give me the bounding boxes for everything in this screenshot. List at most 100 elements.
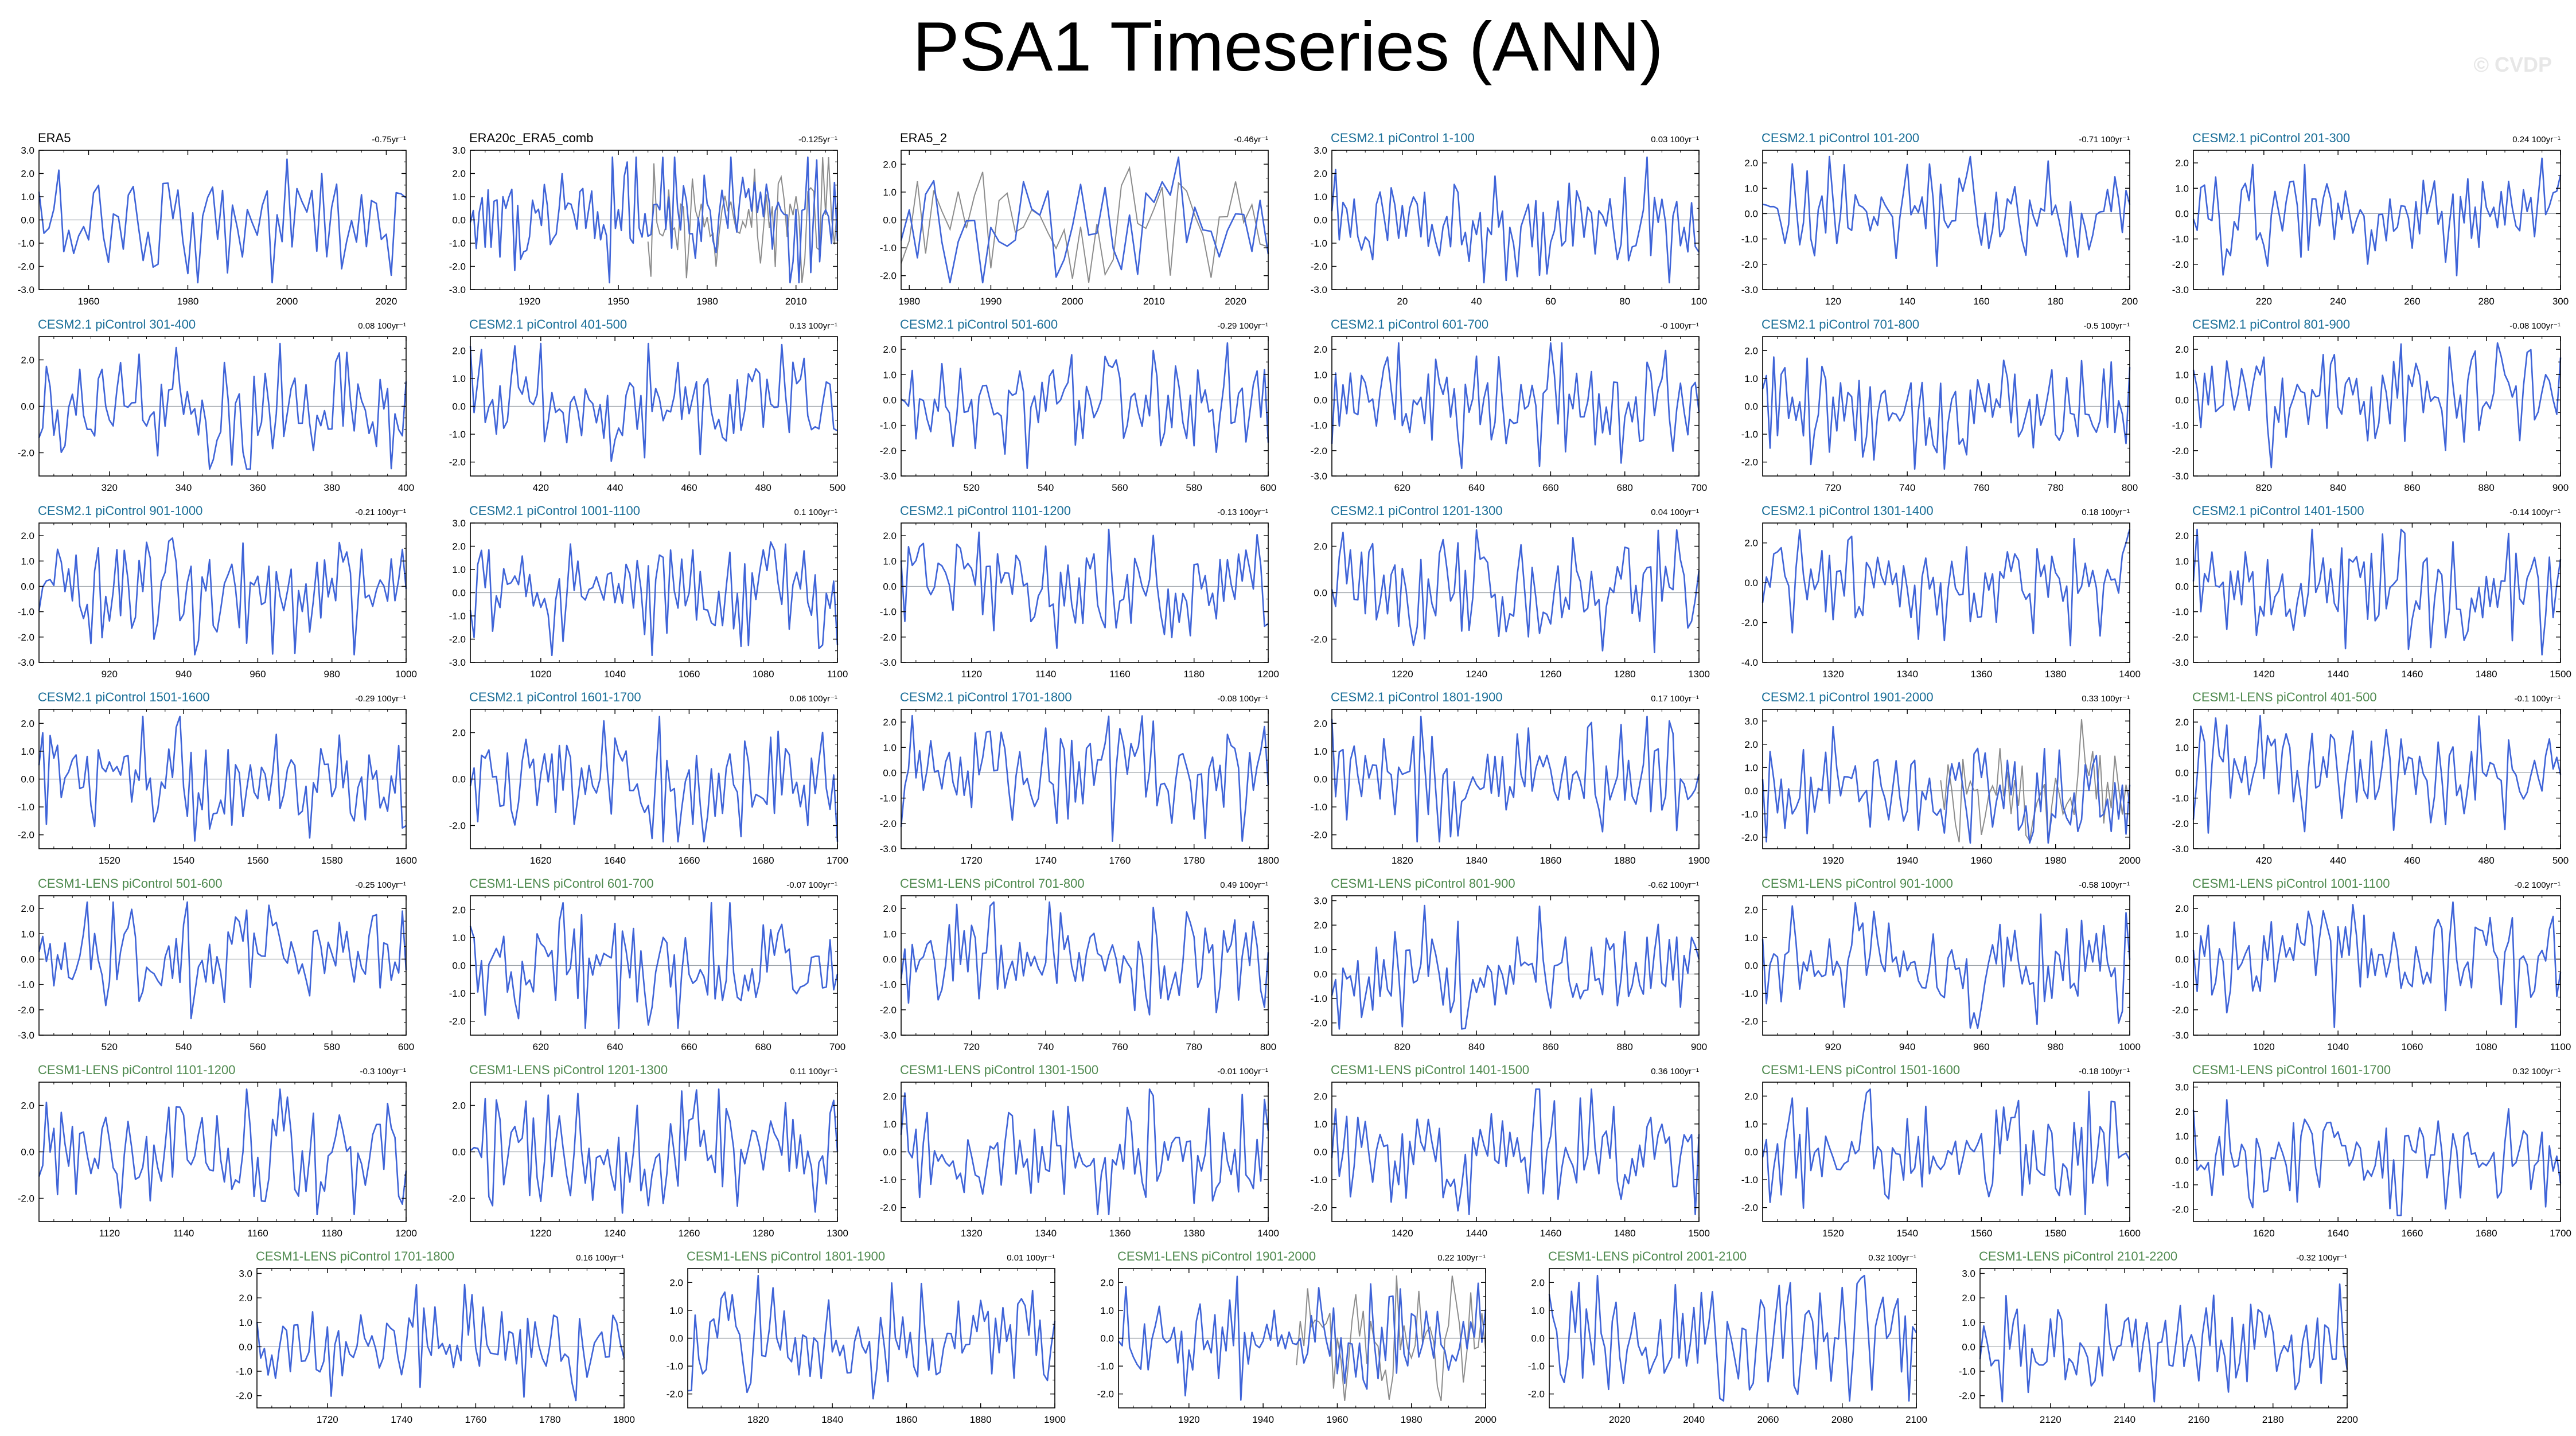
x-tick-label: 460: [681, 482, 697, 493]
y-tick-label: -1.0: [667, 1361, 683, 1372]
trend-label: 0.22 100yr⁻¹: [1437, 1253, 1486, 1263]
y-tick-label: 2.0: [21, 530, 34, 541]
y-tick-label: 2.0: [1744, 538, 1758, 549]
panel: CESM1-LENS piControl 601-700 -0.07 100yr⁻…: [449, 876, 845, 1052]
y-tick-label: 0.0: [1744, 786, 1758, 797]
y-tick-label: -2.0: [1311, 634, 1327, 645]
y-tick-label: 3.0: [1962, 1269, 1975, 1279]
panel-title: CESM2.1 piControl 901-1000: [38, 504, 202, 518]
x-tick-label: 2010: [785, 296, 807, 307]
y-tick-label: 1.0: [883, 556, 897, 567]
panel: CESM2.1 piControl 201-300 0.24 100yr⁻¹ 2.0…: [2172, 131, 2569, 307]
x-tick-label: 840: [1468, 1041, 1484, 1052]
panel-title: CESM2.1 piControl 1401-1500: [2192, 504, 2364, 518]
y-tick-label: -2.0: [2172, 1005, 2189, 1016]
x-tick-label: 1900: [1688, 855, 1710, 866]
series-line: [1979, 1283, 2348, 1403]
panel: CESM2.1 piControl 1601-1700 0.06 100yr⁻¹ 2…: [449, 690, 848, 866]
y-tick-label: 1.0: [2175, 556, 2189, 567]
x-tick-label: 40: [1471, 296, 1482, 307]
y-tick-label: -2.0: [880, 632, 897, 643]
y-tick-label: -1.0: [880, 607, 897, 618]
panel: CESM1-LENS piControl 801-900 -0.62 100yr⁻…: [1311, 876, 1707, 1052]
y-tick-label: 0.0: [1314, 774, 1327, 785]
y-tick-label: -1.0: [1741, 988, 1758, 999]
x-tick-label: 380: [324, 482, 340, 493]
series-line: [1761, 529, 2131, 647]
y-tick-label: -1.0: [2172, 607, 2189, 618]
x-tick-label: 1140: [1035, 669, 1057, 680]
y-tick-label: 0.0: [1744, 961, 1758, 971]
y-tick-label: 1.0: [883, 742, 897, 753]
series-line: [469, 715, 839, 843]
y-tick-label: -2.0: [1097, 1389, 1114, 1400]
x-tick-label: 620: [533, 1041, 549, 1052]
series-line: [38, 1088, 407, 1216]
series-line: [1548, 1274, 1918, 1402]
x-tick-label: 600: [1260, 482, 1276, 493]
x-tick-label: 1360: [1109, 1228, 1131, 1239]
y-tick-label: 2.0: [883, 1091, 897, 1102]
y-tick-label: 2.0: [452, 169, 466, 180]
panel-title: ERA20c_ERA5_comb: [469, 131, 593, 145]
x-tick-label: 1780: [1183, 855, 1205, 866]
x-tick-label: 1500: [1688, 1228, 1710, 1239]
y-tick-label: 2.0: [1314, 344, 1327, 355]
x-tick-label: 840: [2330, 482, 2346, 493]
y-tick-label: 2.0: [21, 355, 34, 366]
plot-frame: [2193, 895, 2561, 1036]
y-tick-label: -1.0: [449, 611, 466, 622]
y-tick-label: 3.0: [239, 1269, 252, 1279]
series-line: [1331, 156, 1700, 284]
y-tick-label: 3.0: [452, 518, 466, 529]
y-tick-label: 0.0: [21, 581, 34, 592]
y-tick-label: -2.0: [1741, 832, 1758, 843]
x-tick-label: 480: [755, 482, 771, 493]
series-line: [900, 528, 1269, 649]
series-line: [2192, 1099, 2562, 1216]
y-tick-label: -1.0: [2172, 1180, 2189, 1191]
y-tick-label: 2.0: [239, 1293, 252, 1304]
y-tick-label: -2.0: [667, 1389, 683, 1400]
x-tick-label: 1400: [1257, 1228, 1279, 1239]
x-tick-label: 1680: [753, 855, 774, 866]
y-tick-label: -2.0: [2172, 632, 2189, 643]
y-tick-label: -3.0: [2172, 657, 2189, 668]
x-tick-label: 600: [398, 1041, 414, 1052]
y-tick-label: 1.0: [21, 746, 34, 757]
y-tick-label: -1.0: [1741, 809, 1758, 820]
x-tick-label: 200: [2122, 296, 2138, 307]
x-tick-label: 1080: [753, 669, 774, 680]
panel-title: CESM1-LENS piControl 601-700: [469, 876, 654, 891]
x-tick-label: 2140: [2114, 1414, 2135, 1425]
y-tick-label: 2.0: [2175, 530, 2189, 541]
y-tick-label: -3.0: [18, 657, 34, 668]
x-tick-label: 940: [176, 669, 192, 680]
y-tick-label: 2.0: [669, 1277, 683, 1288]
panel: CESM1-LENS piControl 901-1000 -0.58 100yr…: [1741, 876, 2141, 1052]
x-tick-label: 2000: [276, 296, 298, 307]
y-tick-label: 2.0: [452, 904, 466, 915]
x-tick-label: 320: [102, 482, 118, 493]
x-tick-label: 1400: [2119, 669, 2141, 680]
trend-label: -0.46yr⁻¹: [1234, 135, 1268, 145]
y-tick-label: 2.0: [21, 903, 34, 914]
x-tick-label: 1020: [2253, 1041, 2275, 1052]
y-tick-label: -1.0: [1311, 420, 1327, 431]
panel-title: CESM1-LENS piControl 401-500: [2192, 690, 2377, 704]
x-tick-label: 640: [607, 1041, 623, 1052]
trend-label: -0.58 100yr⁻¹: [2079, 880, 2130, 890]
x-tick-label: 800: [2122, 482, 2138, 493]
plot-frame: [2193, 1082, 2561, 1222]
series-line: [469, 156, 839, 284]
y-tick-label: -1.0: [449, 238, 466, 249]
x-tick-label: 1860: [1540, 855, 1562, 866]
y-tick-label: 0.0: [1314, 1147, 1327, 1158]
y-tick-label: -3.0: [1311, 471, 1327, 482]
panel-title: ERA5_2: [900, 131, 947, 145]
y-tick-label: 0.0: [883, 215, 897, 226]
series-line: [900, 156, 1269, 284]
x-tick-label: 1560: [247, 855, 269, 866]
x-tick-label: 1420: [2253, 669, 2275, 680]
x-tick-label: 1260: [679, 1228, 700, 1239]
